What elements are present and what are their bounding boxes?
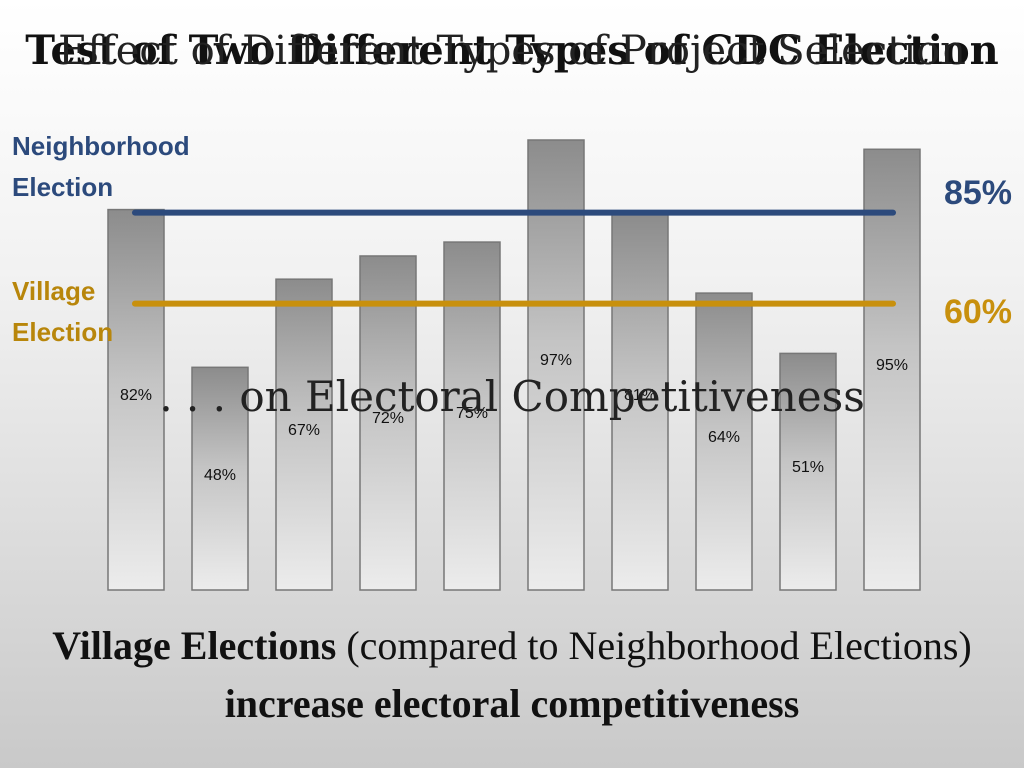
village-label-line2: Election <box>12 317 114 347</box>
bar-value-label-9: 51% <box>792 459 824 476</box>
conclusion-bold-1: Village Elections <box>52 623 337 668</box>
village-percentage: 60% <box>943 293 1012 331</box>
slide-title-b: Effect of Different Types of Project Sel… <box>58 28 966 74</box>
slide-title-a: Test of Two Different Types of CDC Elect… <box>25 27 999 74</box>
bar-9 <box>779 352 837 591</box>
bar-7 <box>611 213 669 591</box>
bar-value-label-8: 64% <box>708 429 740 446</box>
neighborhood-percentage: 85% <box>943 174 1012 212</box>
bar-1 <box>107 208 165 591</box>
value-labels-group: 82% 48% 67% 72% 75% 97% 81% 64% 51% 95% <box>120 352 908 484</box>
bar-value-label-2: 48% <box>204 467 236 484</box>
village-election-label: Village Election <box>12 271 142 353</box>
slide-title-overlay-b: Effect of Different Types of Project Sel… <box>0 26 1024 76</box>
bar-4 <box>359 255 417 591</box>
neighborhood-label-line2: Election <box>12 172 114 202</box>
conclusion-normal: (compared to Neighborhood Elections) <box>336 623 972 668</box>
village-label-line1: Village <box>12 276 96 306</box>
bar-value-label-4: 72% <box>372 410 404 427</box>
bar-value-label-6: 97% <box>540 352 572 369</box>
slide-subtitle: . . . on Electoral Competitiveness <box>159 372 865 421</box>
slide-title-overlay-a: Test of Two Different Types of CDC Elect… <box>0 26 1024 76</box>
bar-value-label-5: 75% <box>456 405 488 422</box>
bar-3 <box>275 278 333 591</box>
bar-value-label-1: 82% <box>120 387 152 404</box>
neighborhood-election-label: Neighborhood Election <box>12 126 242 208</box>
bar-2 <box>191 366 249 591</box>
bar-value-label-7: 81% <box>624 387 656 404</box>
conclusion-bold-2: increase electoral competitiveness <box>224 681 800 726</box>
bar-value-label-3: 67% <box>288 422 320 439</box>
bar-5 <box>443 241 501 591</box>
conclusion-text: Village Elections (compared to Neighborh… <box>0 617 1024 733</box>
bar-8 <box>695 292 753 591</box>
bar-10 <box>863 148 921 591</box>
neighborhood-label-line1: Neighborhood <box>12 131 190 161</box>
bar-value-label-10: 95% <box>876 357 908 374</box>
